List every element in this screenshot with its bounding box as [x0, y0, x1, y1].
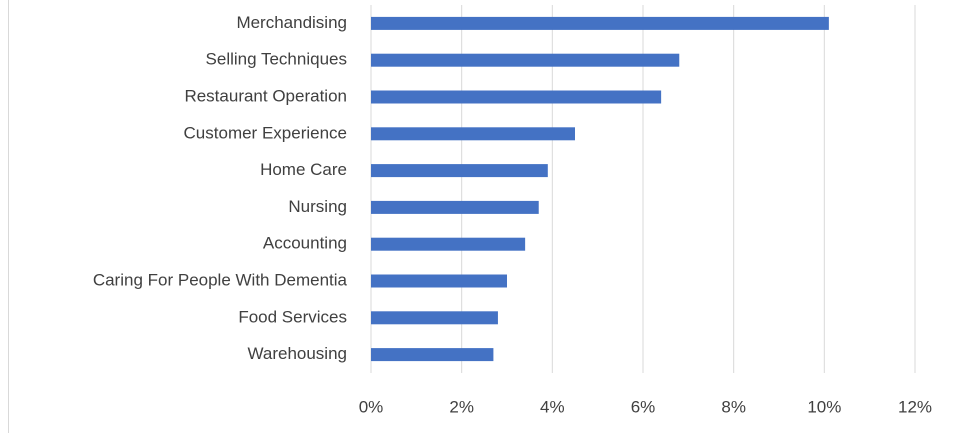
x-tick-label: 8%	[721, 397, 746, 416]
y-tick-label: Caring For People With Dementia	[93, 270, 348, 289]
y-tick-label: Food Services	[238, 307, 347, 326]
y-tick-label: Selling Techniques	[206, 50, 347, 69]
y-tick-label: Merchandising	[236, 13, 347, 32]
y-tick-label: Home Care	[260, 160, 347, 179]
y-tick-label: Customer Experience	[184, 123, 347, 142]
y-tick-label: Nursing	[288, 197, 347, 216]
bar	[371, 53, 680, 67]
x-tick-label: 0%	[359, 397, 384, 416]
bar	[371, 274, 507, 288]
bar	[371, 164, 548, 178]
bar	[371, 127, 575, 141]
bar	[371, 200, 539, 214]
x-tick-label: 12%	[898, 397, 932, 416]
x-tick-label: 4%	[540, 397, 565, 416]
y-tick-label: Accounting	[263, 234, 347, 253]
y-tick-label: Warehousing	[247, 344, 347, 363]
y-tick-label: Restaurant Operation	[184, 86, 347, 105]
x-tick-label: 10%	[807, 397, 841, 416]
bar	[371, 90, 662, 104]
x-tick-label: 2%	[449, 397, 474, 416]
bar	[371, 311, 498, 325]
bar	[371, 16, 829, 30]
x-tick-label: 6%	[631, 397, 656, 416]
bar	[371, 348, 494, 362]
bar	[371, 237, 526, 251]
